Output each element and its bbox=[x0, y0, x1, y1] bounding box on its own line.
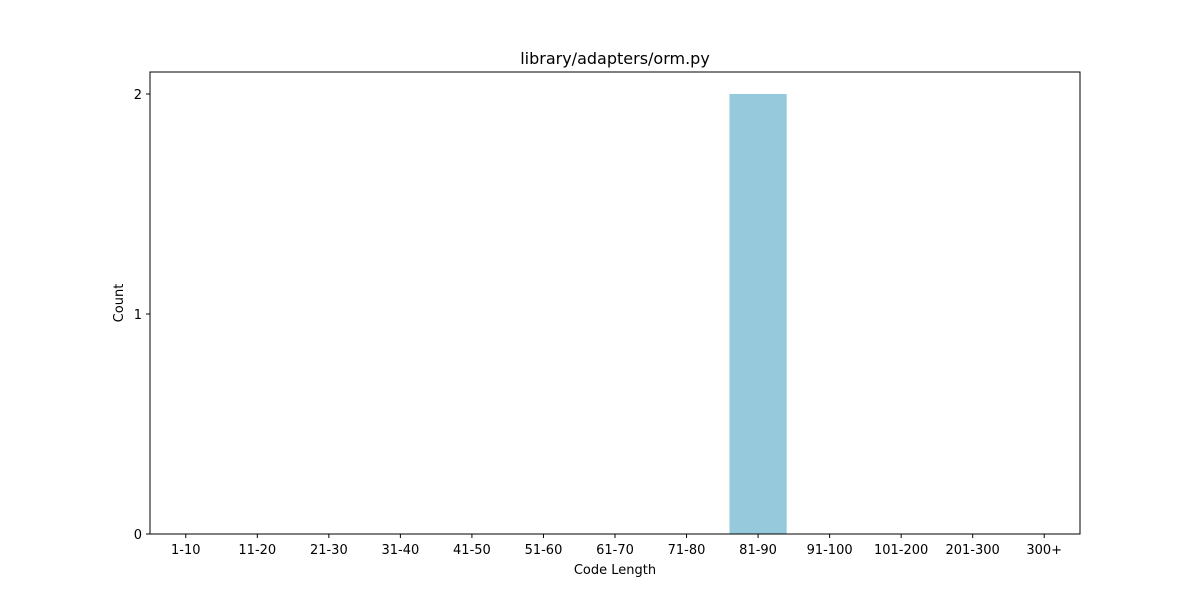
x-tick-label: 31-40 bbox=[381, 543, 419, 558]
x-tick-label: 91-100 bbox=[807, 543, 853, 558]
x-tick-label: 1-10 bbox=[171, 543, 201, 558]
x-tick-label: 101-200 bbox=[874, 543, 928, 558]
x-tick-label: 11-20 bbox=[238, 543, 276, 558]
y-tick-label: 1 bbox=[134, 308, 142, 323]
x-tick-label: 81-90 bbox=[739, 543, 777, 558]
chart-title: library/adapters/orm.py bbox=[520, 49, 710, 68]
y-axis-ticks: 0 1 2 bbox=[134, 88, 150, 543]
y-tick-label: 2 bbox=[134, 88, 142, 103]
x-tick-label: 41-50 bbox=[453, 543, 491, 558]
plot-frame bbox=[149, 71, 1081, 535]
x-axis-ticks: 1-10 11-20 21-30 31-40 41-50 51-60 61-70 71-80 8… bbox=[171, 534, 1062, 558]
y-axis-label: Count bbox=[112, 284, 127, 323]
x-tick-label: 51-60 bbox=[525, 543, 563, 558]
y-tick-label: 0 bbox=[134, 528, 142, 543]
x-tick-label: 61-70 bbox=[596, 543, 634, 558]
x-tick-label: 201-300 bbox=[946, 543, 1000, 558]
x-tick-label: 300+ bbox=[1026, 543, 1062, 558]
x-axis-label: Code Length bbox=[574, 563, 656, 578]
bar-81-90 bbox=[729, 94, 787, 534]
x-tick-label: 21-30 bbox=[310, 543, 348, 558]
bars-layer bbox=[729, 94, 787, 534]
x-tick-label: 71-80 bbox=[668, 543, 706, 558]
